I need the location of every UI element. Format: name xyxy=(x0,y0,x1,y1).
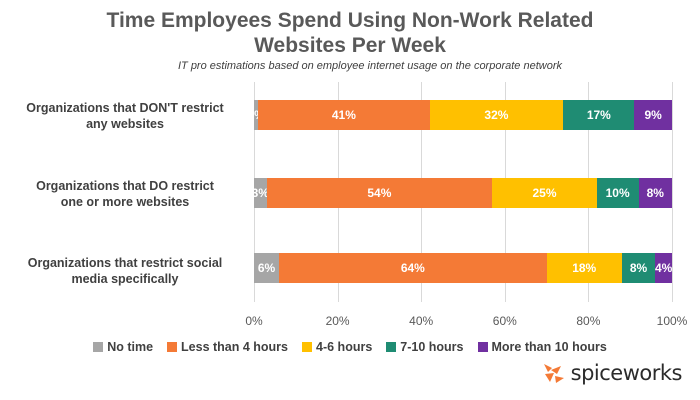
bar-data-label: 32% xyxy=(484,108,509,122)
x-gridline xyxy=(672,82,673,302)
legend-swatch xyxy=(477,342,488,352)
legend-label: 4-6 hours xyxy=(316,340,373,354)
bar-data-label: 9% xyxy=(644,108,662,122)
chart-title-line-2: Websites Per Week xyxy=(254,34,446,57)
bar-segment-7-10-hours: 8% xyxy=(621,253,656,283)
bar-segment-more-than-10-hours: 8% xyxy=(638,178,672,208)
legend-label: 7-10 hours xyxy=(400,340,464,354)
legend-swatch xyxy=(386,342,397,352)
bar-data-label: 41% xyxy=(331,108,356,122)
chart-title-line-1: Time Employees Spend Using Non-Work Rela… xyxy=(106,9,594,32)
bar-segment-4-6-hours: 18% xyxy=(546,253,622,283)
bar-data-label: 10% xyxy=(605,186,630,200)
legend-swatch xyxy=(302,342,313,352)
spiceworks-brand: spiceworks xyxy=(541,360,683,386)
x-tick-label: 40% xyxy=(409,314,434,328)
bar-segment-4-6-hours: 25% xyxy=(492,178,597,208)
bar-data-label: 54% xyxy=(367,186,392,200)
bar-data-label: 18% xyxy=(572,261,597,275)
bar-segment-7-10-hours: 17% xyxy=(563,100,635,130)
bar-data-label: 17% xyxy=(586,108,611,122)
bar-data-label: 4% xyxy=(654,261,673,275)
bar-segment-7-10-hours: 10% xyxy=(596,178,639,208)
bar-data-label: 25% xyxy=(532,186,557,200)
legend-label: Less than 4 hours xyxy=(181,340,289,354)
category-label-line: Organizations that restrict social xyxy=(27,256,223,270)
x-tick-label: 100% xyxy=(656,314,688,328)
legend-item-7-10-hours: 7-10 hours xyxy=(386,340,464,354)
bar-segment-less-than-4-hours: 41% xyxy=(258,100,430,130)
bar-data-label: 8% xyxy=(646,186,664,200)
bar-segment-no-time: 3% xyxy=(251,178,269,208)
bar-data-label: 64% xyxy=(400,261,425,275)
category-label-social-restriction: Organizations that restrict social media… xyxy=(6,255,244,287)
legend-label: More than 10 hours xyxy=(491,340,607,354)
spiceworks-logo-icon xyxy=(543,364,564,383)
category-label-line: one or more websites xyxy=(60,195,190,209)
plot-area: 1% 41% 32% 17% 9% 3% 54% 25% 10% 8% 6% 64% 18% 8% 4% xyxy=(247,82,673,302)
legend-item-4-6-hours: 4-6 hours xyxy=(302,340,372,354)
legend-label: No time xyxy=(107,340,154,354)
x-tick-label: 20% xyxy=(325,314,350,328)
bar-segment-4-6-hours: 32% xyxy=(429,100,564,130)
chart-subtitle: IT pro estimations based on employee int… xyxy=(177,60,562,72)
brand-wordmark: spiceworks xyxy=(570,361,683,385)
category-label-line: Organizations that DON'T restrict xyxy=(26,101,224,115)
legend-item-less-than-4-hours: Less than 4 hours xyxy=(167,340,288,354)
x-tick-label: 80% xyxy=(576,314,601,328)
bar-segment-less-than-4-hours: 64% xyxy=(279,253,547,283)
legend-item-no-time: No time xyxy=(93,340,153,354)
bar-segment-no-time: 6% xyxy=(254,253,280,283)
chart-legend: No time Less than 4 hours 4-6 hours 7-10… xyxy=(0,340,700,354)
bar-data-label: 3% xyxy=(251,186,269,200)
bar-data-label: 6% xyxy=(257,261,276,275)
bar-segment-more-than-10-hours: 4% xyxy=(655,253,672,283)
category-label-line: any websites xyxy=(86,117,164,131)
bar-data-label: 8% xyxy=(629,261,648,275)
bar-segment-less-than-4-hours: 54% xyxy=(266,178,493,208)
x-tick-label: 60% xyxy=(492,314,517,328)
legend-item-more-than-10-hours: More than 10 hours xyxy=(477,340,607,354)
category-label-line: media specifically xyxy=(71,272,179,286)
category-label-some-restriction: Organizations that DO restrict one or mo… xyxy=(6,178,244,210)
category-label-no-restriction: Organizations that DON'T restrict any we… xyxy=(6,100,244,132)
bar-segment-more-than-10-hours: 9% xyxy=(634,100,672,130)
x-tick-label: 0% xyxy=(245,314,263,328)
category-label-line: Organizations that DO restrict xyxy=(36,179,214,193)
chart-title: Time Employees Spend Using Non-Work Rela… xyxy=(0,8,700,58)
legend-swatch xyxy=(167,342,178,352)
legend-swatch xyxy=(93,342,104,352)
